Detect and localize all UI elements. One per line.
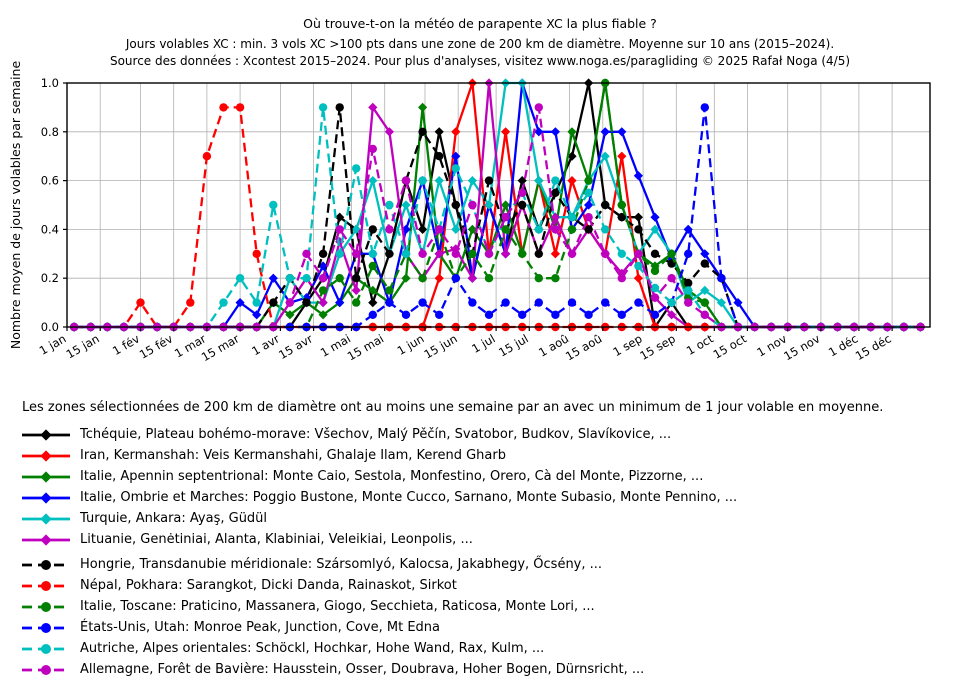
chart-title: Où trouve-t-on la météo de parapente XC … (303, 16, 657, 31)
legend-marker-circle (22, 622, 70, 633)
legend-label: Tchéquie, Plateau bohémo-morave: Všechov… (80, 427, 672, 442)
y-axis-label: Nombre moyen de jours volables par semai… (8, 61, 23, 350)
svg-text:15 déc: 15 déc (853, 331, 894, 363)
y-axis: 0.0 0.2 0.4 0.6 0.8 1.0 (41, 76, 67, 334)
svg-text:0.8: 0.8 (41, 125, 59, 139)
svg-text:1.0: 1.0 (41, 76, 59, 90)
svg-text:1 fév: 1 fév (110, 331, 142, 358)
legend-item: Italie, Apennin septentrional: Monte Cai… (20, 466, 950, 487)
legend-item: Iran, Kermanshah: Veis Kermanshahi, Ghal… (20, 445, 950, 466)
legend-marker-diamond (22, 449, 70, 462)
legend-label: États-Unis, Utah: Monroe Peak, Junction,… (80, 620, 440, 635)
svg-text:15 jun: 15 jun (421, 331, 459, 361)
svg-text:15 aoû: 15 aoû (563, 331, 604, 363)
svg-text:15 oct: 15 oct (711, 331, 750, 361)
chart-subtitle: Jours volables XC : min. 3 vols XC >100 … (125, 37, 835, 51)
svg-text:1 jul: 1 jul (469, 331, 497, 355)
svg-text:0.0: 0.0 (41, 320, 59, 334)
legend-rows: Tchéquie, Plateau bohémo-morave: Všechov… (20, 424, 950, 680)
legend-item: Allemagne, Forêt de Bavière: Hausstein, … (20, 659, 950, 680)
legend-marker-circle (22, 559, 70, 570)
svg-text:15 fév: 15 fév (137, 331, 176, 361)
legend-item: Turquie, Ankara: Ayaş, Güdül (20, 508, 950, 529)
svg-text:1 avr: 1 avr (249, 331, 282, 358)
legend-marker-circle (22, 664, 70, 675)
plot-border (66, 82, 931, 328)
legend-marker-diamond (22, 491, 70, 504)
legend-label: Iran, Kermanshah: Veis Kermanshahi, Ghal… (80, 448, 506, 463)
legend-label: Hongrie, Transdanubie méridionale: Szárs… (80, 557, 603, 572)
legend-marker-diamond (22, 470, 70, 483)
chart-legend: Les zones sélectionnées de 200 km de dia… (20, 400, 950, 680)
legend-marker-circle (22, 580, 70, 591)
svg-text:15 jan: 15 jan (64, 331, 102, 361)
legend-item: Lituanie, Genėtiniai, Alanta, Klabiniai,… (20, 529, 950, 550)
svg-text:15 mar: 15 mar (199, 331, 242, 364)
svg-text:1 jan: 1 jan (37, 331, 69, 357)
svg-text:1 oct: 1 oct (684, 331, 716, 358)
legend-label: Lituanie, Genėtiniai, Alanta, Klabiniai,… (80, 532, 473, 547)
legend-item: Autriche, Alpes orientales: Schöckl, Hoc… (20, 638, 950, 659)
svg-text:1 jun: 1 jun (395, 331, 427, 357)
legend-label: Italie, Ombrie et Marches: Poggio Buston… (80, 490, 738, 505)
legend-marker-diamond (22, 512, 70, 525)
legend-item: États-Unis, Utah: Monroe Peak, Junction,… (20, 617, 950, 638)
legend-item: Italie, Toscane: Praticino, Massanera, G… (20, 596, 950, 617)
legend-label: Népal, Pokhara: Sarangkot, Dicki Danda, … (80, 578, 457, 593)
legend-label: Allemagne, Forêt de Bavière: Hausstein, … (80, 662, 645, 677)
svg-text:0.2: 0.2 (41, 271, 59, 285)
legend-marker-circle (22, 601, 70, 612)
svg-text:0.4: 0.4 (41, 222, 59, 236)
legend-marker-circle (22, 643, 70, 654)
legend-label: Turquie, Ankara: Ayaş, Güdül (80, 511, 268, 526)
svg-text:15 mai: 15 mai (345, 331, 386, 363)
chart-source-line: Source des données : Xcontest 2015–2024.… (109, 54, 851, 68)
legend-label: Autriche, Alpes orientales: Schöckl, Hoc… (80, 641, 545, 656)
legend-note: Les zones sélectionnées de 200 km de dia… (22, 400, 884, 415)
legend-label: Italie, Toscane: Praticino, Massanera, G… (80, 599, 595, 614)
legend-item: Népal, Pokhara: Sarangkot, Dicki Danda, … (20, 575, 950, 596)
svg-text:15 nov: 15 nov (781, 331, 822, 363)
svg-text:15 sep: 15 sep (637, 331, 677, 362)
legend-marker-diamond (22, 428, 70, 441)
legend-item: Italie, Ombrie et Marches: Poggio Buston… (20, 487, 950, 508)
legend-marker-diamond (22, 533, 70, 546)
svg-text:15 jul: 15 jul (496, 331, 531, 359)
legend-label: Italie, Apennin septentrional: Monte Cai… (80, 469, 704, 484)
legend-item: Tchéquie, Plateau bohémo-morave: Všechov… (20, 424, 950, 445)
svg-text:15 avr: 15 avr (276, 331, 315, 362)
legend-item: Hongrie, Transdanubie méridionale: Szárs… (20, 554, 950, 575)
svg-text:0.6: 0.6 (41, 174, 59, 188)
